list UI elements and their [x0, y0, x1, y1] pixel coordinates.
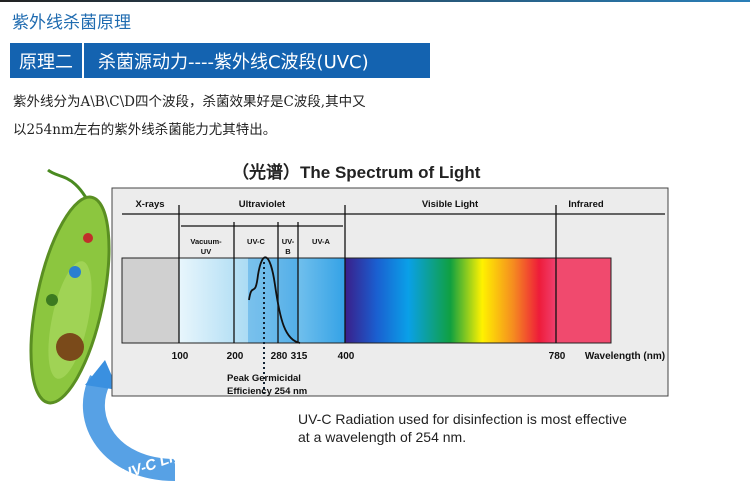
band-label: Vacuum- — [190, 237, 222, 246]
visible-band — [345, 258, 556, 343]
tick-label: 200 — [227, 351, 244, 362]
region-label: Ultraviolet — [239, 199, 286, 210]
band-dividers — [122, 205, 665, 343]
axis-label: Wavelength (nm) — [585, 351, 665, 362]
intro-line: 紫外线分为A\B\C\D四个波段，杀菌效果好是C波段,其中又 — [13, 94, 366, 110]
uv-band — [179, 258, 345, 343]
page-title: 紫外线杀菌原理 — [12, 13, 131, 33]
germicidal-curve — [248, 256, 301, 344]
peak-label: Efficiency 254 nm — [227, 386, 307, 397]
section-heading: 杀菌源动力----紫外线C波段(UVC) — [98, 51, 369, 73]
diagram-title: （光谱）The Spectrum of Light — [232, 162, 481, 182]
tick-label: 780 — [549, 351, 566, 362]
intro-line: 以254nm左右的紫外线杀菌能力尤其特出。 — [13, 122, 277, 138]
microorganism-illustration — [29, 168, 111, 405]
uv-light-arrow — [82, 375, 176, 481]
caption-line: at a wavelength of 254 nm. — [298, 429, 466, 445]
peak-label: Peak Germicidal — [227, 373, 301, 384]
band-label: UV- — [282, 237, 295, 246]
tick-label: 100 — [172, 351, 189, 362]
region-label: Infrared — [568, 199, 604, 210]
band-label: UV-A — [312, 237, 331, 246]
tick-label: 315 — [291, 351, 308, 362]
region-label: X-rays — [135, 199, 164, 210]
tick-label: 400 — [338, 351, 355, 362]
top-divider — [0, 0, 750, 2]
band-label: UV-C — [247, 237, 266, 246]
tick-label: 280 — [271, 351, 288, 362]
intro-paragraph: 紫外线分为A\B\C\D四个波段，杀菌效果好是C波段,其中又 以254nm左右的… — [13, 88, 483, 144]
arrow-head-icon — [85, 360, 118, 390]
section-badge: 原理二 — [10, 43, 84, 78]
band-label: UV — [201, 247, 211, 256]
caption-line: UV-C Radiation used for disinfection is … — [298, 411, 627, 427]
region-label: Visible Light — [422, 199, 479, 210]
spectrum-bar — [121, 257, 612, 344]
band-label: B — [285, 247, 291, 256]
xray-band — [122, 258, 179, 343]
infrared-band — [556, 258, 611, 343]
section-header-bar: 原理二 杀菌源动力----紫外线C波段(UVC) — [10, 43, 430, 78]
